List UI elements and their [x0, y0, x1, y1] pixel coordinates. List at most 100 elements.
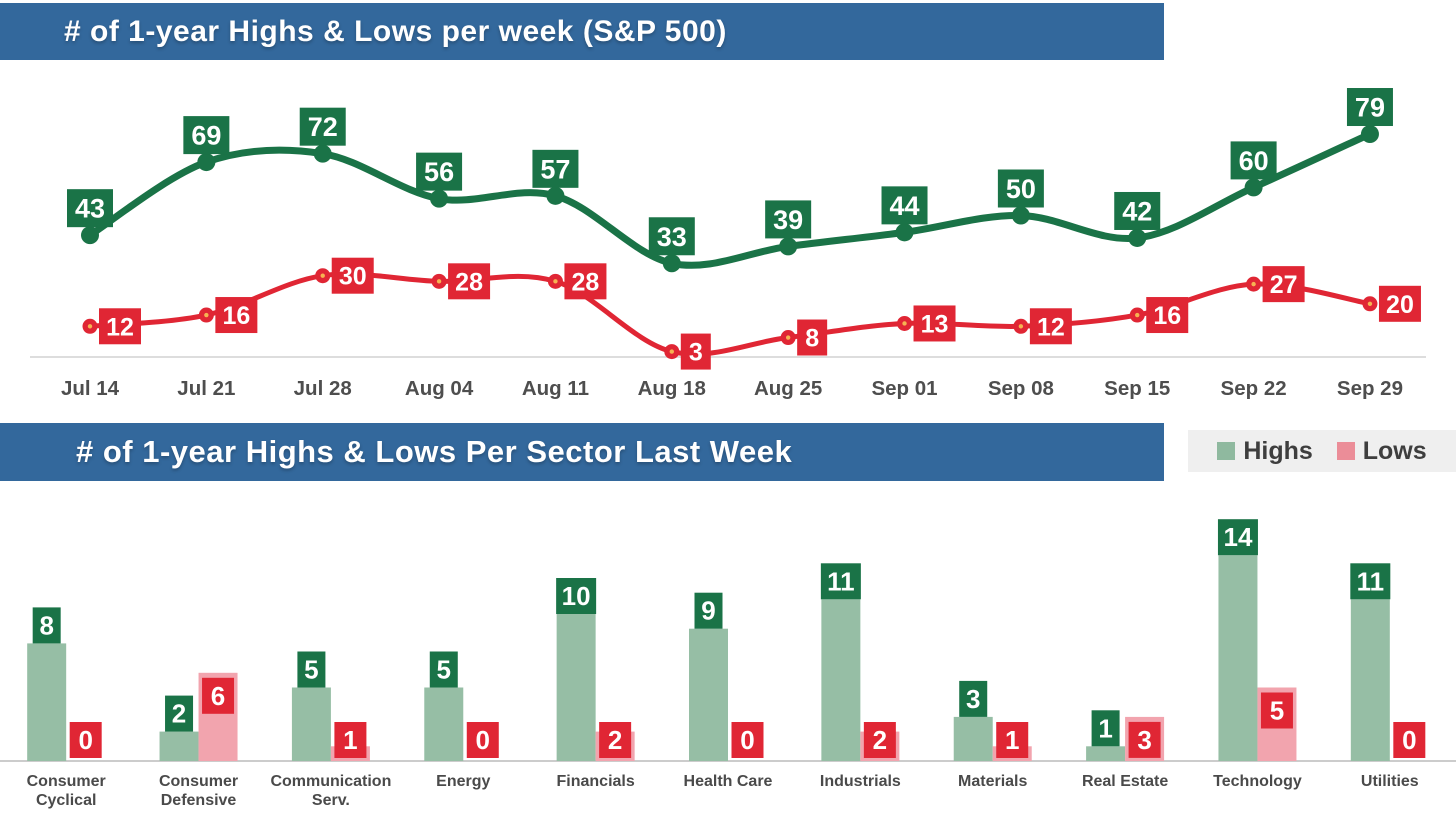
- lows-point-label: 20: [1386, 291, 1414, 319]
- lows-point-label: 28: [455, 268, 483, 296]
- highs-point-label: 50: [1006, 174, 1036, 204]
- lows-bar-label-box: [334, 722, 367, 758]
- lows-point-label-box: [797, 319, 828, 356]
- highs-bar-label: 8: [39, 610, 53, 640]
- lows-point-label: 12: [1037, 313, 1065, 341]
- lows-point-label: 12: [106, 313, 134, 341]
- highs-point-label: 57: [540, 154, 570, 184]
- highs-point-label-box: [997, 169, 1044, 208]
- lows-point-marker-dot: [204, 312, 209, 318]
- highs-bar: [1218, 555, 1258, 761]
- highs-point-label: 43: [75, 194, 105, 224]
- highs-point-marker: [662, 254, 681, 273]
- lows-point-marker-dot: [1251, 281, 1256, 287]
- lows-point-label-box: [1029, 308, 1072, 345]
- lows-bar-label-box: [731, 722, 764, 758]
- x-axis-label: Aug 18: [638, 377, 706, 400]
- highs-bar-label: 14: [1223, 522, 1252, 552]
- x-axis-label: Sep 01: [871, 377, 937, 400]
- highs-bar-label-box: [1350, 563, 1391, 600]
- highs-bar-label-box: [1091, 710, 1120, 747]
- highs-point-label-box: [648, 217, 695, 256]
- category-label: Technology: [1213, 773, 1302, 790]
- lows-point-marker-dot: [785, 335, 791, 340]
- x-axis-label: Sep 08: [988, 377, 1054, 400]
- x-axis-label: Aug 11: [522, 377, 589, 400]
- highs-point-label: 69: [191, 121, 221, 151]
- bar-chart-title: # of 1-year Highs & Lows Per Sector Last…: [76, 434, 793, 469]
- bar-chart: 80ConsumerCyclical26ConsumerDefensive51C…: [0, 519, 1456, 809]
- x-axis-label: Sep 15: [1104, 377, 1170, 400]
- lows-point-marker-dot: [1135, 312, 1140, 318]
- highs-point-label: 42: [1122, 196, 1152, 226]
- highs-bar-label-box: [32, 607, 61, 644]
- highs-point-label-box: [183, 116, 230, 155]
- x-axis-label: Sep 29: [1337, 377, 1403, 400]
- highs-point-marker: [546, 186, 565, 205]
- x-axis-label: Aug 04: [405, 377, 474, 400]
- category-label: Consumer: [27, 773, 106, 790]
- lows-point-label-box: [448, 263, 491, 300]
- lows-point-marker-dot: [902, 321, 907, 326]
- lows-point-marker-dot: [1018, 324, 1024, 329]
- highs-bar: [689, 628, 728, 761]
- highs-swatch-icon: [1217, 442, 1236, 460]
- highs-point-label-box: [1114, 191, 1161, 230]
- category-label: Health Care: [684, 773, 773, 790]
- highs-bar-label-box: [1217, 519, 1258, 556]
- highs-point-label-box: [532, 149, 579, 188]
- legend: Highs Lows: [1188, 430, 1456, 472]
- highs-point-label: 39: [773, 205, 803, 235]
- highs-bar-label-box: [297, 651, 326, 688]
- highs-point-label-box: [67, 189, 113, 228]
- highs-bar-label: 1: [1098, 713, 1112, 743]
- legend-highs-label: Highs: [1243, 436, 1313, 465]
- highs-bar-label: 5: [437, 655, 451, 685]
- highs-bar-label: 2: [172, 699, 186, 729]
- highs-bar: [953, 716, 993, 761]
- highs-bar: [1086, 746, 1126, 761]
- category-label: Energy: [436, 773, 490, 790]
- lows-point-marker-dot: [669, 349, 674, 354]
- lows-bar-label: 1: [1005, 725, 1019, 755]
- category-label: Consumer: [159, 773, 238, 790]
- lows-bar-label: 2: [608, 725, 622, 755]
- lows-point-label-box: [1378, 285, 1421, 322]
- highs-bar-label-box: [694, 592, 723, 629]
- highs-bar: [556, 614, 596, 761]
- highs-point-label: 72: [308, 112, 338, 142]
- highs-point-marker: [779, 237, 798, 256]
- lows-point-label: 16: [1153, 302, 1181, 330]
- highs-bar: [1350, 599, 1390, 761]
- lows-bar-label-box: [996, 722, 1029, 758]
- highs-point-marker: [1128, 228, 1147, 247]
- x-axis-label: Jul 28: [294, 377, 352, 400]
- highs-point-label: 60: [1239, 146, 1269, 176]
- lows-bar-label-box: [599, 722, 632, 758]
- highs-bar: [821, 599, 861, 761]
- lows-point-marker-dot: [1367, 301, 1373, 306]
- highs-point-label-box: [765, 200, 812, 239]
- highs-bar: [159, 731, 199, 761]
- line-chart: 12 16 30 28 28 3 8 13 12 16 27 20 43 69 72 56 57 33 39 44 50…: [30, 88, 1426, 400]
- lows-bar-label: 0: [78, 725, 92, 755]
- lows-swatch-icon: [1336, 442, 1355, 460]
- highs-bar: [291, 687, 331, 761]
- category-label: Communication: [270, 773, 391, 790]
- lows-point-label: 16: [222, 302, 250, 330]
- highs-point-marker: [895, 223, 914, 242]
- highs-bar-label-box: [165, 695, 194, 732]
- lows-bar-label: 2: [873, 725, 887, 755]
- highs-point-marker: [1011, 206, 1030, 225]
- lows-point-marker-dot: [436, 279, 442, 284]
- lows-point-label-box: [680, 333, 711, 370]
- lows-bar-label: 1: [343, 725, 357, 755]
- highs-bar-label-box: [820, 563, 861, 600]
- legend-lows-label: Lows: [1362, 436, 1427, 465]
- lows-point-marker-dot: [320, 273, 325, 278]
- highs-point-label-box: [1230, 141, 1277, 180]
- category-label: Industrials: [820, 773, 901, 790]
- highs-point-marker: [1360, 125, 1379, 144]
- highs-point-marker: [81, 226, 99, 245]
